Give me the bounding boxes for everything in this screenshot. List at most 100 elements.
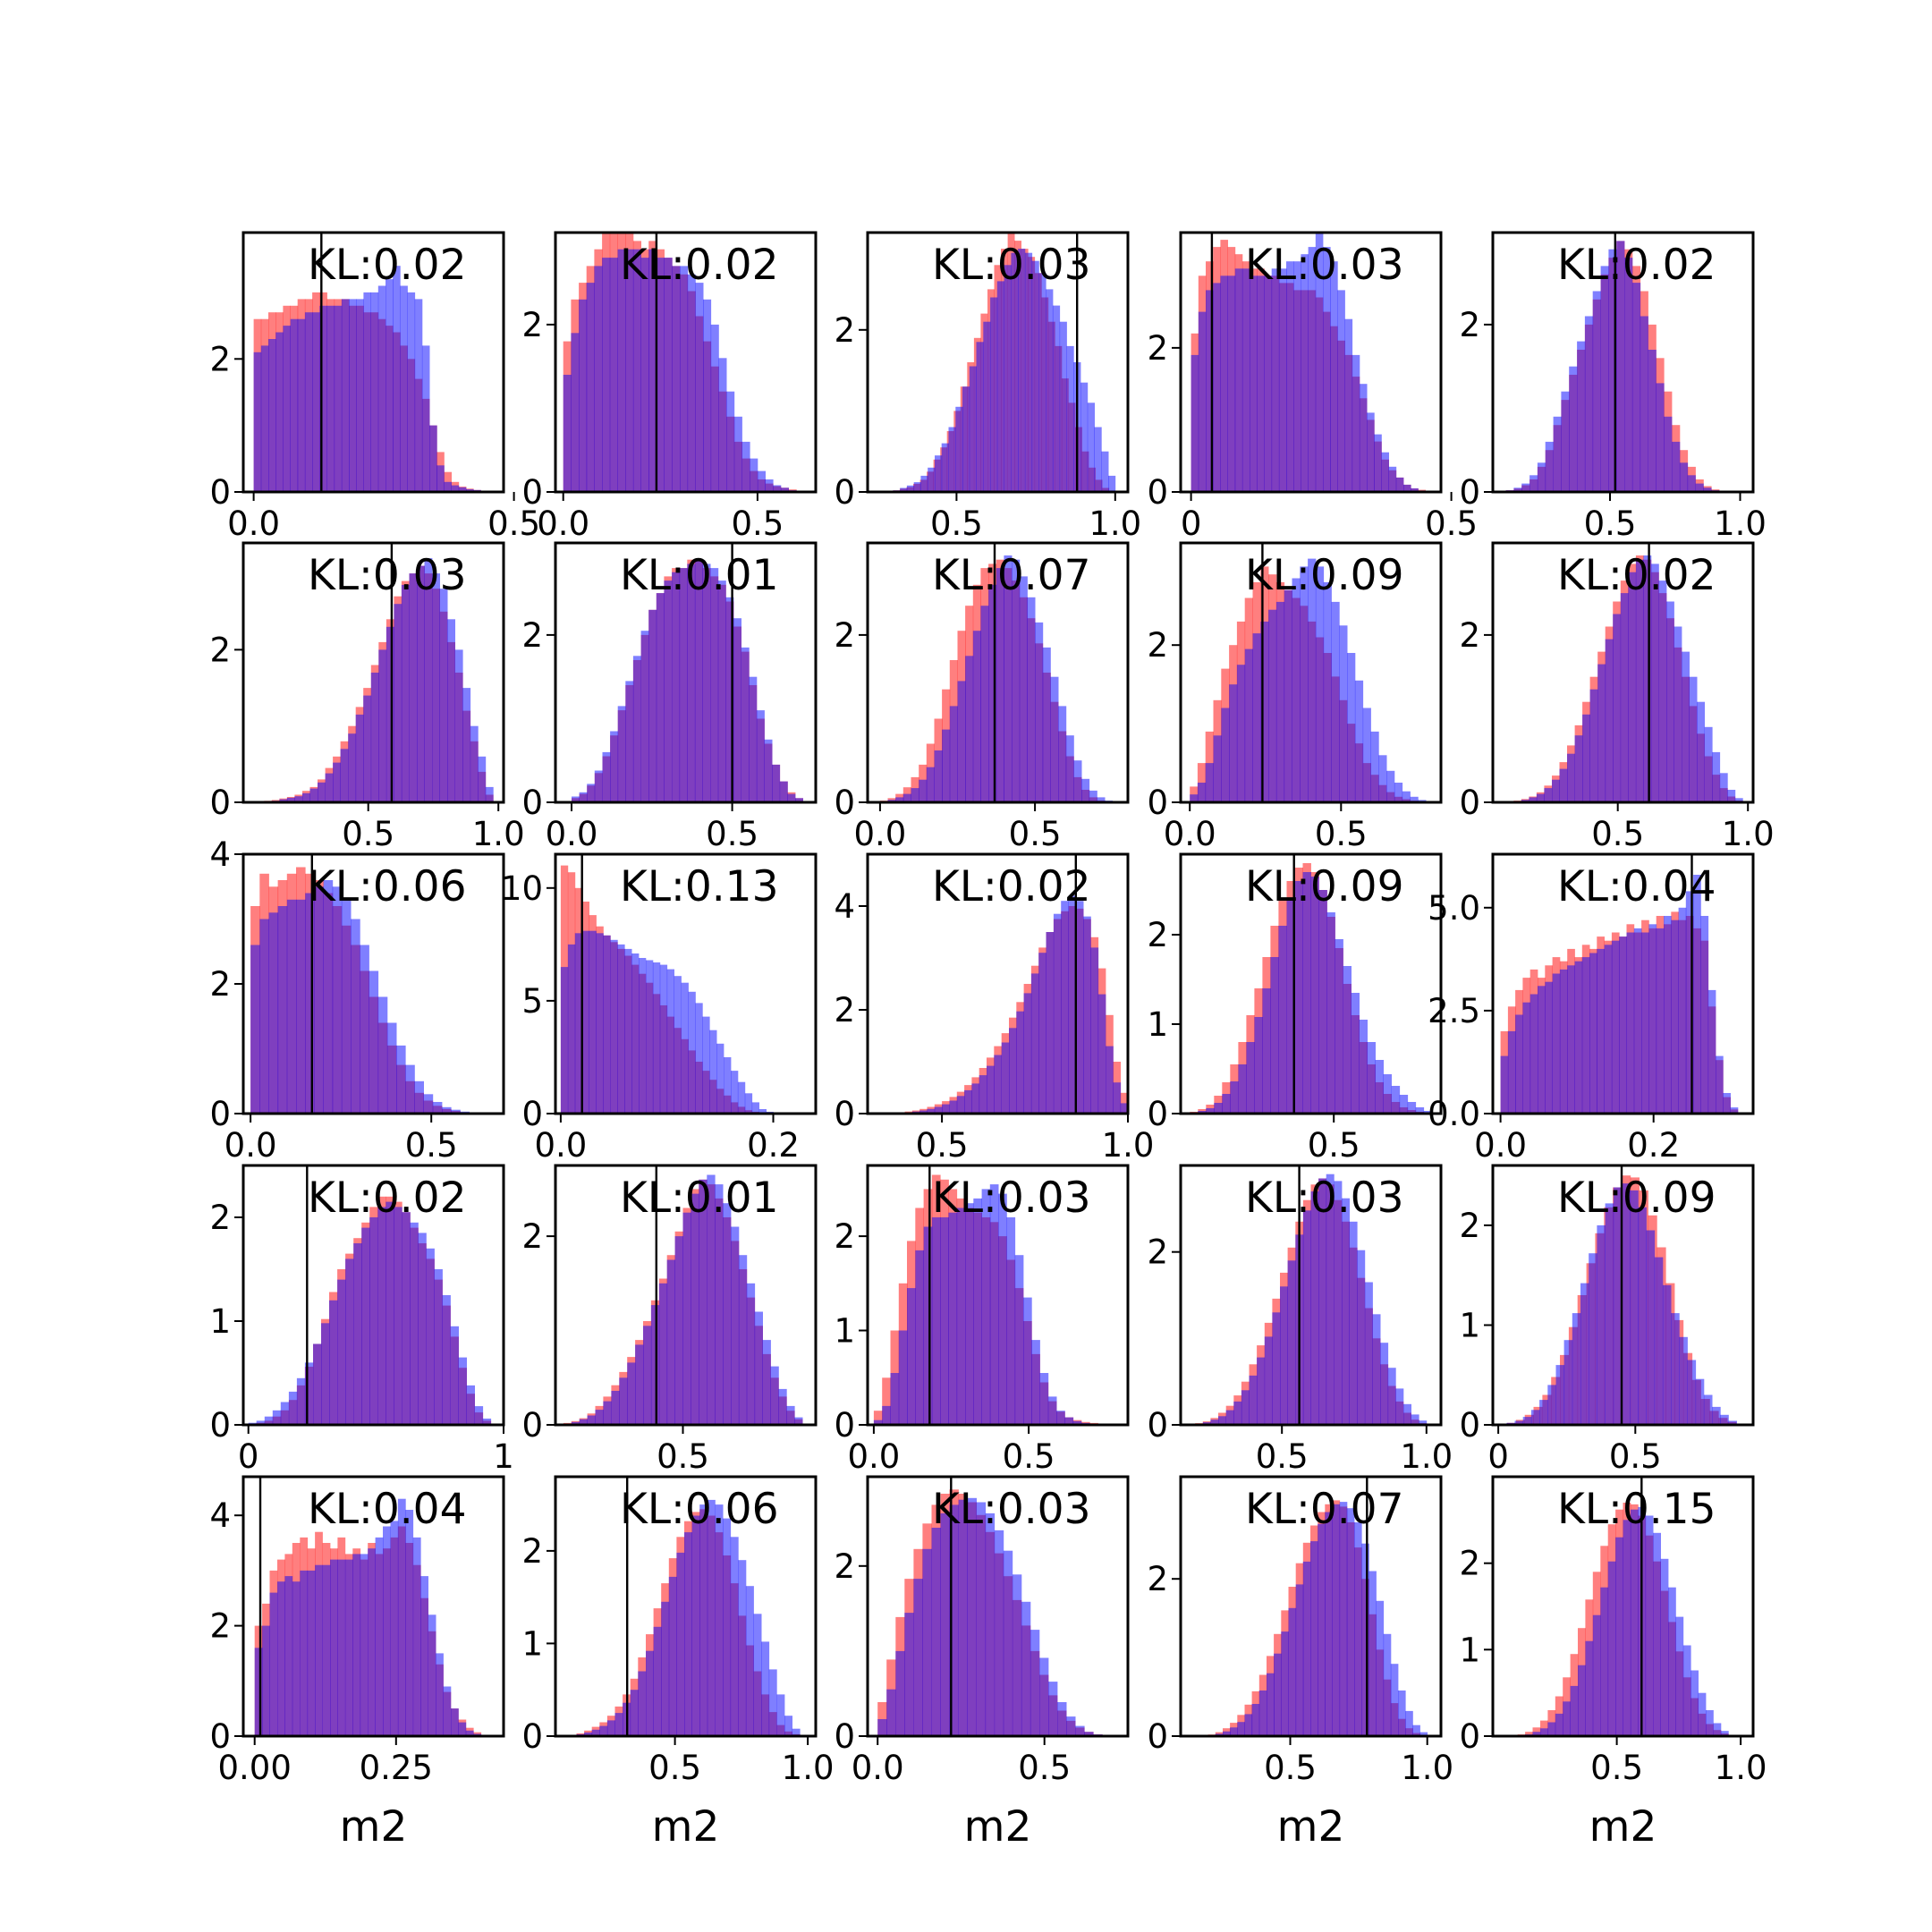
blue-histogram-bar [277,906,288,1114]
blue-histogram-bar [405,1064,415,1114]
y-tick-label: 4 [834,887,855,926]
axes-frame [242,231,505,494]
blue-histogram-bar [602,751,611,802]
blue-histogram-bar [1016,1011,1024,1114]
blue-histogram-bar [313,1343,322,1425]
blue-histogram-bar [1399,1095,1409,1114]
blue-histogram-bar [927,1108,936,1114]
x-tick-label: 0 [1181,504,1202,543]
blue-histogram-bar [330,1559,338,1736]
blue-histogram-bar [1046,932,1055,1114]
blue-histogram-bar [1039,1373,1049,1425]
blue-histogram-bar [1238,1064,1247,1114]
blue-histogram-bar [1545,981,1553,1114]
kl-annotation: KL:0.03 [932,241,1091,290]
blue-histogram-bar [980,606,989,802]
axes-frame [1179,1475,1443,1738]
blue-histogram-bar [733,416,742,492]
blue-histogram-bar [1380,1343,1389,1425]
blue-histogram-bar [1668,1587,1676,1736]
blue-histogram-bar [432,573,440,802]
blue-histogram-bar [1695,483,1704,492]
blue-histogram-bar [969,366,977,492]
blue-histogram-bar [1734,798,1743,802]
blue-histogram-bar [400,285,408,492]
blue-histogram-bar [1407,1102,1417,1114]
blue-histogram-bar [1391,1086,1401,1114]
blue-histogram-bar [1275,601,1285,802]
blue-histogram-bar [1362,708,1371,802]
blue-histogram-bar [332,886,343,1114]
blue-histogram-bar [786,1405,795,1425]
y-tick-label: 0 [521,1406,543,1445]
axes-frame [866,852,1130,1115]
blue-histogram-bar [617,249,626,492]
blue-histogram-bar [1589,1253,1597,1425]
blue-histogram-bar [1308,247,1317,492]
blue-histogram-bar [1050,676,1059,802]
subplot: 0 1 2 0 0.5 KL:0.09 [1459,1164,1755,1476]
blue-histogram-bar [1252,633,1261,802]
blue-histogram-bar [751,1102,759,1114]
blue-histogram-bar [948,1212,958,1425]
blue-histogram-bar [1660,1558,1669,1736]
blue-histogram-bar [1648,350,1657,492]
blue-histogram-bar [958,1499,968,1736]
blue-histogram-bar [1539,1400,1548,1425]
subplot: 0 2 0.0 0.5 KL:0.02 [209,231,540,543]
kl-annotation: KL:0.03 [1245,241,1404,290]
blue-histogram-bar [1264,275,1273,492]
blue-histogram-bar [1254,1017,1263,1114]
blue-histogram-bar [1370,731,1379,802]
blue-histogram-bar [1719,773,1728,802]
blue-histogram-bar [1075,1725,1085,1736]
blue-histogram-bar [611,1391,620,1425]
blue-histogram-bar [915,1250,924,1425]
x-tick-label: 0 [238,1437,259,1476]
blue-histogram-bar [1513,487,1522,492]
subplot: 0 2 0.0 0.5 KL:0.03 m2 [834,1475,1130,1852]
blue-histogram-bar [1027,597,1036,802]
blue-histogram-bar [563,375,572,492]
blue-histogram-bar [1035,622,1044,802]
y-tick-label: 0 [1459,473,1480,512]
blue-histogram-bar [1284,589,1292,802]
axes-frame [242,1475,505,1738]
blue-histogram-bar [1540,1728,1548,1736]
blue-histogram-bar [1039,1657,1049,1736]
blue-histogram-bar [1645,1515,1654,1736]
blue-histogram-bar [1664,916,1672,1114]
blue-histogram-bar [599,1725,608,1736]
blue-histogram-bar [948,427,956,492]
blue-histogram-bar [1046,289,1054,492]
blue-histogram-bar [1584,316,1594,492]
blue-histogram-bar [1536,793,1545,802]
blue-histogram-bar [1390,1664,1399,1736]
x-tick-label: 0.0 [1474,1126,1527,1165]
blue-histogram-bar [1249,1375,1258,1425]
blue-histogram-bar [1712,751,1721,802]
blue-histogram-bar [650,1305,660,1425]
x-tick-label: 0.5 [1590,1749,1643,1787]
blue-histogram-bar [1210,1419,1219,1425]
blue-histogram-bar [1530,1410,1540,1425]
blue-histogram-bar [341,299,350,492]
x-axis-label: m2 [1277,1802,1345,1852]
blue-histogram-bar [423,1094,434,1114]
y-tick-label: 2 [209,1199,231,1237]
blue-histogram-bar [646,1650,654,1736]
blue-histogram-bar [426,1248,435,1425]
y-tick-label: 2 [209,631,231,669]
y-tick-label: 0 [1147,473,1168,512]
x-tick-label: 0.5 [1009,815,1062,853]
blue-histogram-bar [349,299,357,492]
blue-histogram-bar [1515,1014,1523,1114]
blue-histogram-bar [275,332,284,492]
blue-histogram-bar [402,1212,411,1425]
blue-histogram-bar [1643,555,1652,802]
blue-histogram-bar [1650,564,1659,802]
blue-histogram-bar [1364,1282,1373,1425]
blue-histogram-bar [940,1513,950,1736]
y-tick-label: 0 [521,1095,543,1133]
blue-histogram-bar [1654,1257,1664,1425]
